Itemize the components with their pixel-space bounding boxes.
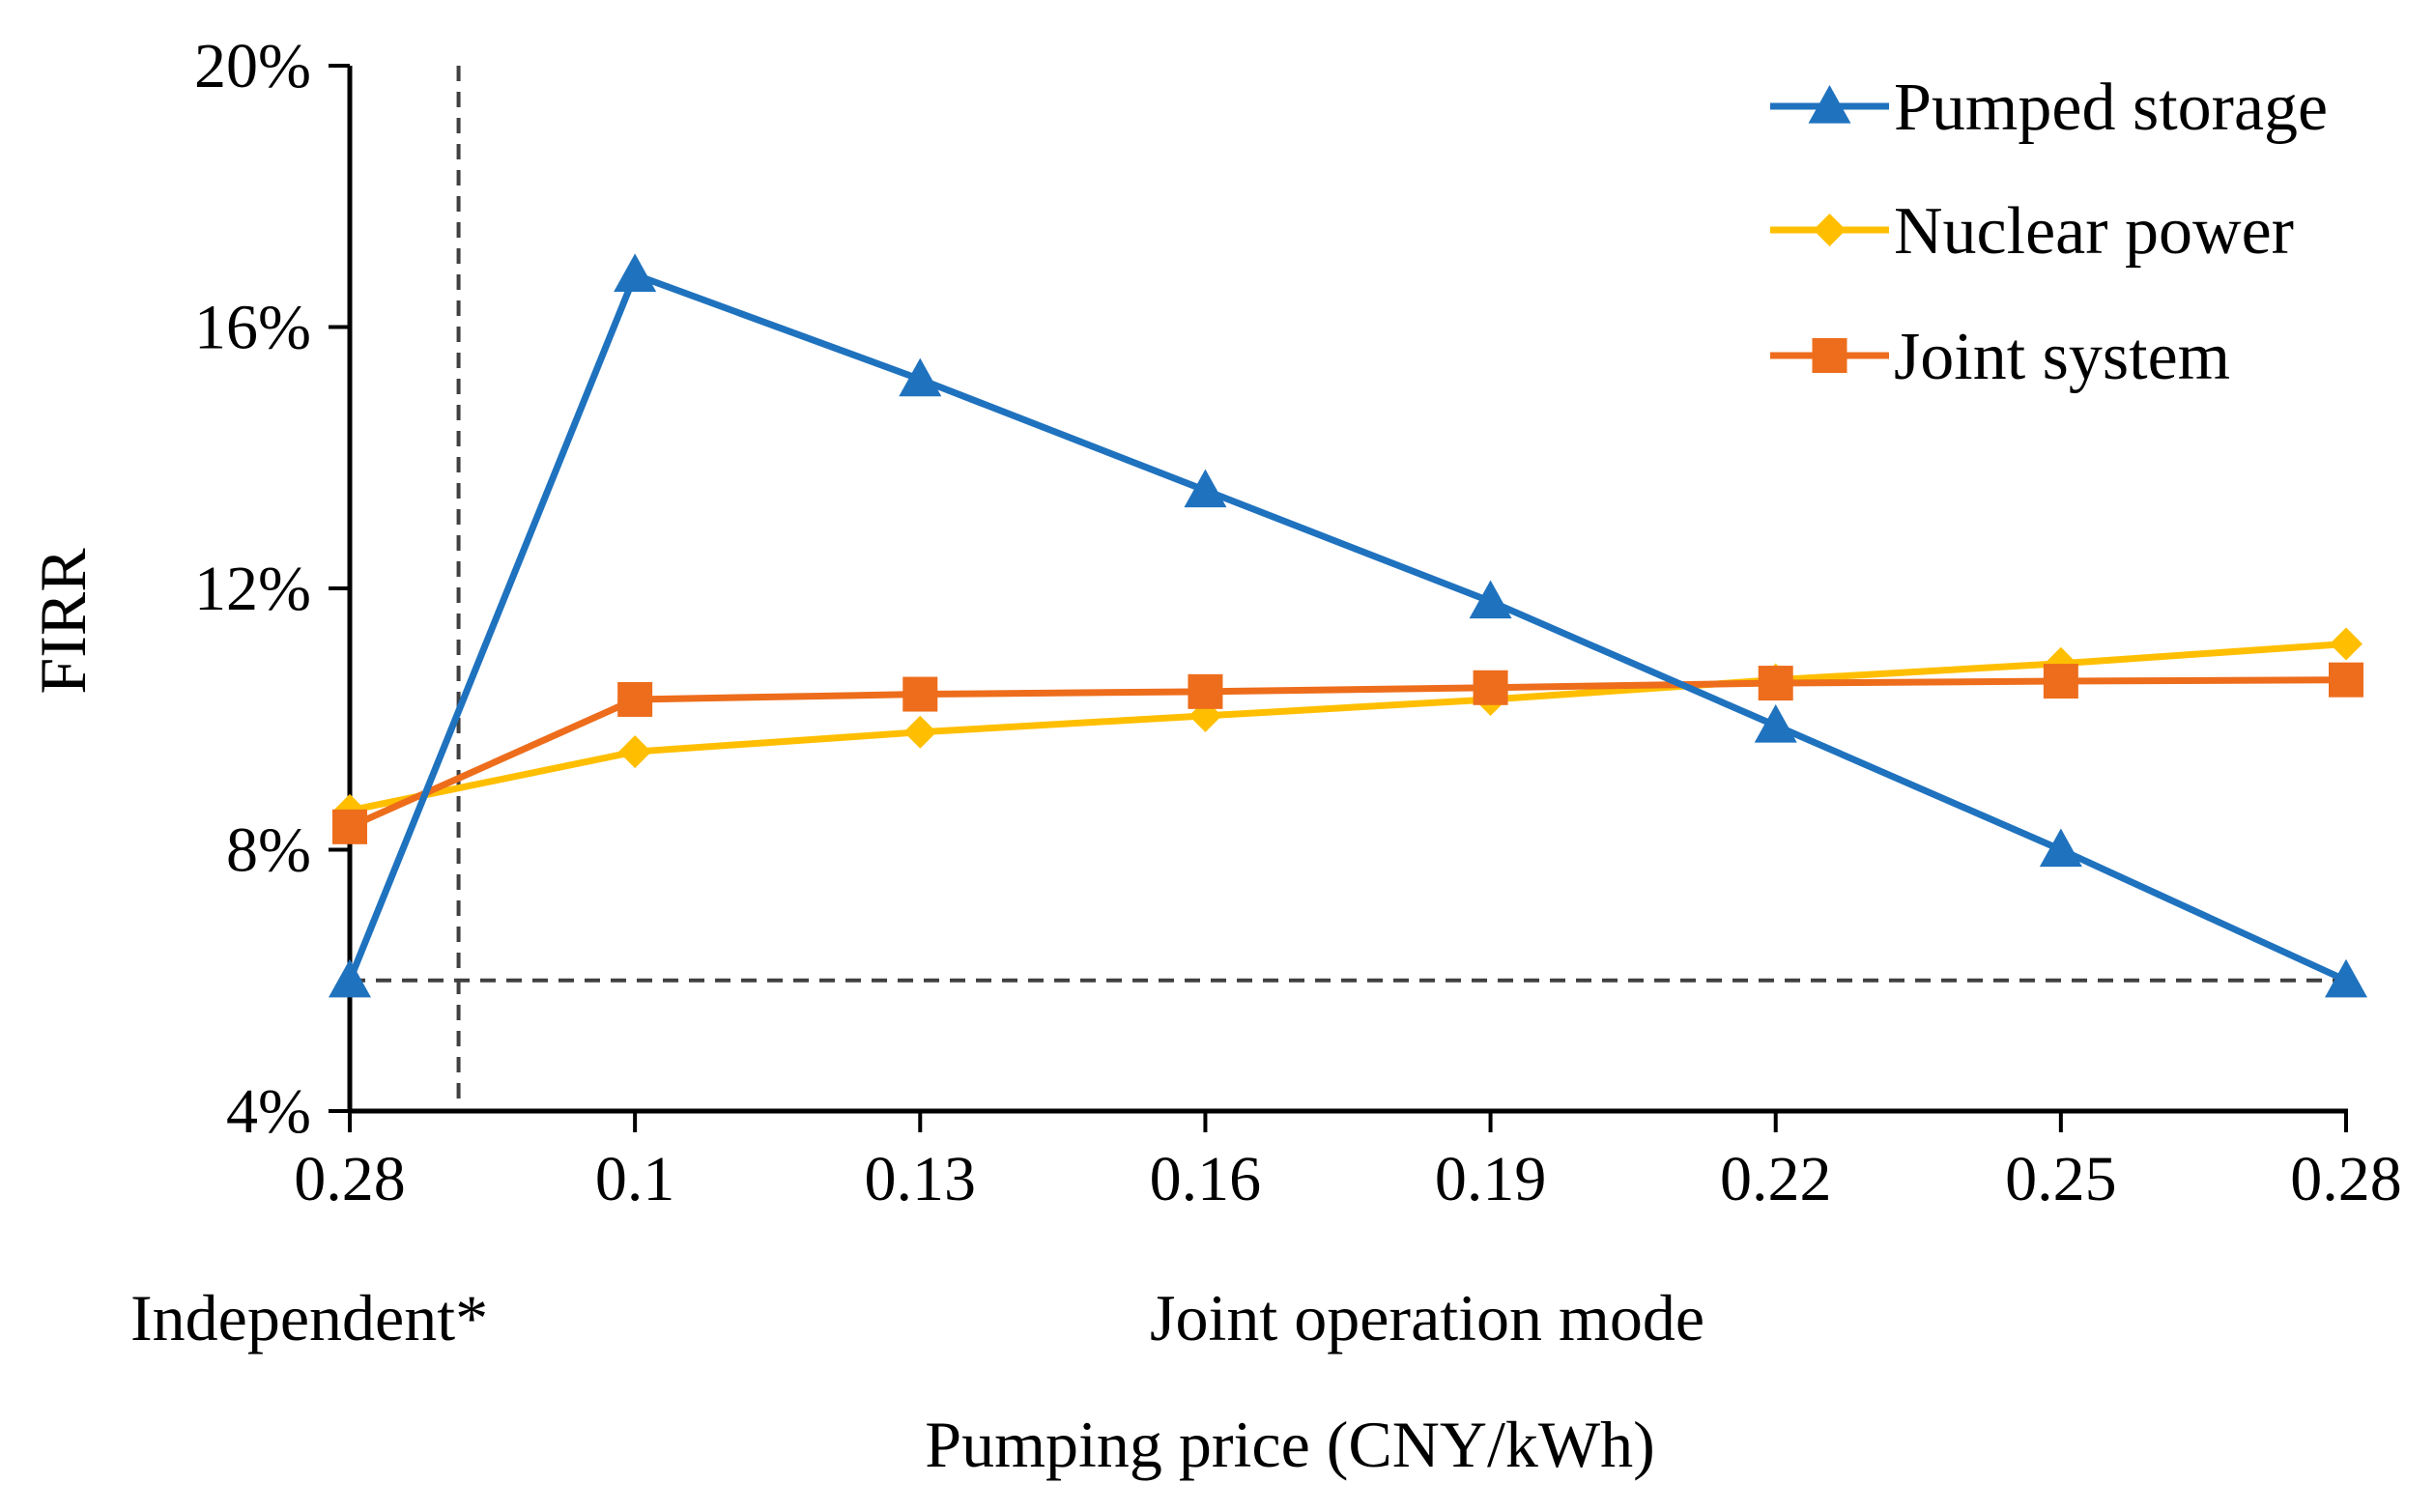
x-tick-label: 0.1 [595, 1144, 675, 1214]
y-tick-label: 8% [226, 815, 311, 886]
data-point-pumped-storage [1754, 704, 1797, 743]
group-label-joint-operation-mode: Joint operation mode [1150, 1281, 1704, 1355]
x-tick-label: 0.22 [1720, 1144, 1832, 1214]
data-point-joint-system [1473, 670, 1508, 705]
group-label-independent: Independent* [130, 1281, 488, 1355]
x-tick-label: 0.28 [2290, 1144, 2402, 1214]
data-point-pumped-storage [2039, 828, 2082, 868]
data-point-joint-system [902, 676, 938, 712]
data-point-pumped-storage [1184, 469, 1227, 508]
legend-marker-pumped-storage [1808, 85, 1851, 124]
y-tick-label: 16% [194, 293, 311, 363]
data-point-nuclear-power [2330, 627, 2362, 661]
x-tick-label: 0.28 [294, 1144, 406, 1214]
y-axis-title: FIRR [26, 548, 100, 695]
legend-label-pumped-storage: Pumped storage [1894, 71, 2328, 145]
legend-label-nuclear-power: Nuclear power [1894, 194, 2294, 269]
data-point-joint-system [1188, 673, 1223, 709]
x-tick-label: 0.16 [1150, 1144, 1262, 1214]
plot-area: 4% 8% 12% 16% 20% 0.28 0.1 0.13 0.16 0.19 0.22 0.25… [194, 31, 2402, 1214]
series-nuclear-power [333, 627, 2362, 827]
legend-label-joint-system: Joint system [1894, 320, 2230, 394]
x-tick-label: 0.19 [1435, 1144, 1547, 1214]
data-point-nuclear-power [903, 715, 937, 749]
data-point-joint-system [2043, 664, 2078, 699]
series-line-joint-system [348, 676, 2347, 831]
series-line-nuclear-power [349, 640, 2347, 814]
data-point-joint-system [1758, 666, 1793, 701]
y-tick-label: 20% [194, 31, 311, 101]
data-point-joint-system [617, 681, 653, 717]
x-tick-label: 0.25 [2005, 1144, 2117, 1214]
data-point-pumped-storage [1469, 580, 1512, 619]
series-group [329, 253, 2367, 998]
legend-item-nuclear-power: Nuclear power [1770, 194, 2294, 269]
series-line-pumped-storage [346, 271, 2348, 984]
data-point-pumped-storage [899, 357, 942, 397]
series-pumped-storage [329, 253, 2367, 998]
x-axis-title: Pumping price (CNY/kWh) [925, 1408, 1654, 1481]
legend-marker-joint-system [1812, 338, 1847, 373]
legend-item-joint-system: Joint system [1770, 320, 2230, 394]
data-point-nuclear-power [618, 735, 652, 769]
data-point-joint-system [332, 809, 367, 844]
y-tick-label: 4% [226, 1076, 311, 1147]
legend-marker-nuclear-power [1813, 214, 1847, 246]
data-point-pumped-storage [329, 958, 371, 998]
axis-labels: FIRR Pumping price (CNY/kWh) Independent… [26, 548, 1704, 1481]
data-point-pumped-storage [2325, 958, 2367, 998]
legend-item-pumped-storage: Pumped storage [1770, 71, 2328, 145]
data-point-joint-system [2329, 662, 2363, 698]
legend: Pumped storage Nuclear power Joint system [1770, 71, 2328, 394]
data-point-pumped-storage [614, 253, 657, 292]
x-tick-label: 0.13 [865, 1144, 977, 1214]
series-joint-system [332, 662, 2363, 844]
y-tick-label: 12% [194, 554, 311, 624]
